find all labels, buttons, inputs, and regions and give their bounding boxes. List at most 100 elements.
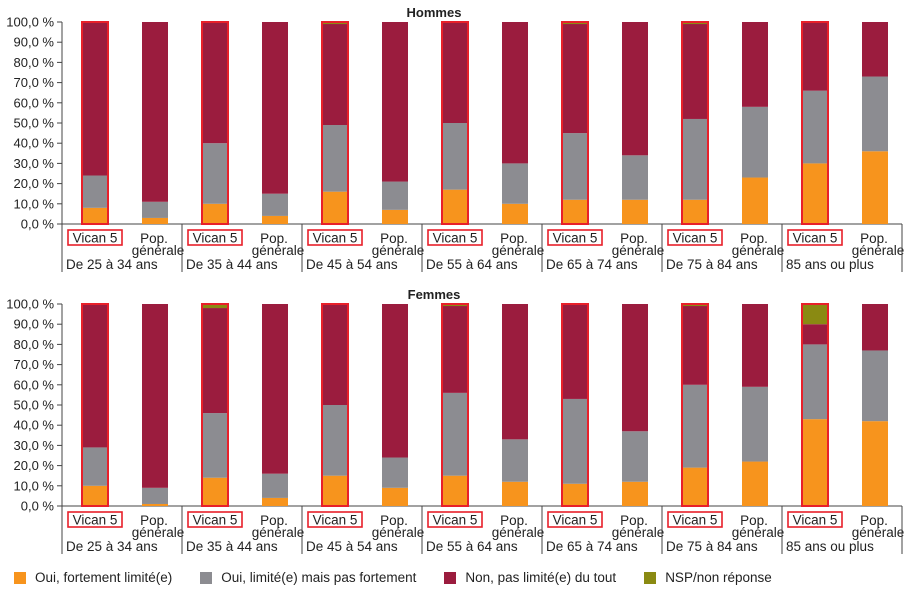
bar-label-pop: générale: [492, 243, 545, 258]
y-tick-label: 50,0 %: [14, 116, 55, 131]
vican-label-box: [427, 229, 483, 246]
bar-segment: [802, 344, 828, 420]
group-label: De 45 à 54 ans: [306, 257, 398, 272]
bar-segment: [622, 431, 648, 482]
bar-segment: [502, 439, 528, 482]
group-label: De 75 à 84 ans: [666, 257, 758, 272]
bar-segment: [862, 304, 888, 351]
bar-segment: [742, 461, 768, 506]
bar-segment: [82, 447, 108, 486]
bar-segment: [82, 175, 108, 208]
y-tick-label: 20,0 %: [14, 458, 55, 473]
bar-label-vican: Vican 5: [673, 513, 718, 528]
bar-label-vican: Vican 5: [433, 513, 478, 528]
bar-segment: [742, 386, 768, 462]
bar-segment: [442, 189, 468, 224]
bar-segment: [202, 22, 228, 144]
bar-segment: [142, 487, 168, 504]
bar-segment: [382, 487, 408, 506]
y-tick-label: 40,0 %: [14, 418, 55, 433]
bar-segment: [262, 304, 288, 474]
y-tick-label: 90,0 %: [14, 317, 55, 332]
bar-segment: [382, 22, 408, 182]
bar-segment: [502, 481, 528, 506]
bar-segment: [562, 24, 588, 134]
bar-segment: [802, 419, 828, 506]
bar-segment: [682, 118, 708, 200]
bar-label-vican: Vican 5: [193, 231, 238, 246]
vican-label-box: [427, 511, 483, 528]
legend-item-limite-pas-fortement: Oui, limité(e) mais pas fortement: [200, 570, 416, 585]
legend-item-fortement-limite: Oui, fortement limité(e): [14, 570, 172, 585]
bar-label-vican: Vican 5: [553, 231, 598, 246]
bar-segment: [142, 22, 168, 202]
bar-label-pop: générale: [852, 243, 905, 258]
bar-segment: [142, 503, 168, 506]
bar-segment: [322, 125, 348, 192]
bar-label-pop: générale: [372, 243, 425, 258]
bar-segment: [742, 22, 768, 107]
bar-label-pop: Pop.: [860, 513, 888, 528]
bar-label-vican: Vican 5: [193, 513, 238, 528]
bar-label-pop: Pop.: [260, 513, 288, 528]
bar-highlight-outline: [681, 303, 709, 507]
bar-segment: [862, 22, 888, 77]
y-tick-label: 20,0 %: [14, 176, 55, 191]
bar-segment: [802, 90, 828, 164]
bar-segment: [682, 199, 708, 224]
bar-segment: [82, 304, 108, 448]
bar-label-vican: Vican 5: [433, 231, 478, 246]
bar-label-vican: Vican 5: [553, 513, 598, 528]
bar-segment: [322, 304, 348, 405]
bar-label-pop: Pop.: [620, 513, 648, 528]
bar-segment: [622, 481, 648, 506]
y-tick-label: 60,0 %: [14, 377, 55, 392]
bar-label-pop: générale: [612, 243, 665, 258]
y-tick-label: 50,0 %: [14, 398, 55, 413]
bar-segment: [682, 22, 708, 25]
vican-label-box: [187, 511, 243, 528]
bar-label-vican: Vican 5: [673, 231, 718, 246]
bar-label-vican: Vican 5: [73, 513, 118, 528]
bar-label-pop: Pop.: [740, 231, 768, 246]
bar-label-pop: Pop.: [500, 513, 528, 528]
y-tick-label: 60,0 %: [14, 95, 55, 110]
bar-segment: [322, 191, 348, 224]
bar-segment: [622, 155, 648, 200]
bar-highlight-outline: [201, 303, 229, 507]
bar-segment: [862, 151, 888, 224]
bar-segment: [202, 308, 228, 414]
bar-segment: [442, 123, 468, 190]
bar-segment: [262, 193, 288, 216]
bar-segment: [562, 398, 588, 484]
vican-label-box: [187, 229, 243, 246]
group-label: De 65 à 74 ans: [546, 257, 638, 272]
bar-segment: [682, 304, 708, 307]
vican-label-box: [67, 229, 123, 246]
group-label: De 25 à 34 ans: [66, 257, 158, 272]
bar-segment: [802, 324, 828, 345]
legend: Oui, fortement limité(e) Oui, limité(e) …: [14, 570, 800, 585]
bar-label-pop: Pop.: [860, 231, 888, 246]
legend-item-pas-limite: Non, pas limité(e) du tout: [444, 570, 616, 585]
bar-highlight-outline: [561, 303, 589, 507]
bar-segment: [382, 457, 408, 488]
legend-label: Oui, fortement limité(e): [35, 570, 173, 585]
bar-segment: [202, 477, 228, 506]
bar-segment: [562, 22, 588, 25]
bar-segment: [262, 473, 288, 498]
vican-label-box: [307, 511, 363, 528]
bar-segment: [802, 304, 828, 325]
bar-segment: [562, 199, 588, 224]
bar-segment: [862, 350, 888, 422]
bar-segment: [502, 203, 528, 224]
vican-label-box: [67, 511, 123, 528]
y-tick-label: 100,0 %: [6, 297, 54, 312]
bar-segment: [322, 475, 348, 506]
legend-swatch-limite-pas-fortement: [200, 571, 213, 584]
bar-segment: [202, 203, 228, 224]
bar-label-pop: Pop.: [620, 231, 648, 246]
bar-label-pop: générale: [612, 525, 665, 540]
bar-segment: [202, 413, 228, 478]
